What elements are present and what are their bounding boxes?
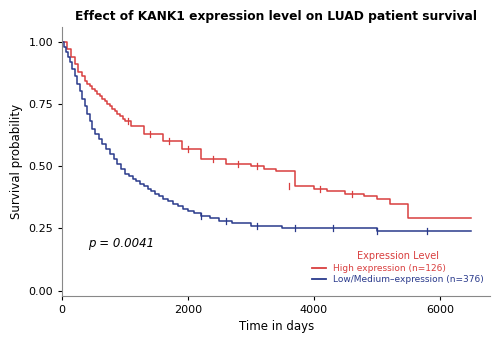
Title: Effect of KANK1 expression level on LUAD patient survival: Effect of KANK1 expression level on LUAD… xyxy=(75,10,477,23)
Legend: High expression (n=126), Low/Medium–expression (n=376): High expression (n=126), Low/Medium–expr… xyxy=(310,250,486,286)
X-axis label: Time in days: Time in days xyxy=(238,320,314,333)
Y-axis label: Survival probability: Survival probability xyxy=(10,104,22,219)
Text: p = 0.0041: p = 0.0041 xyxy=(88,237,154,250)
